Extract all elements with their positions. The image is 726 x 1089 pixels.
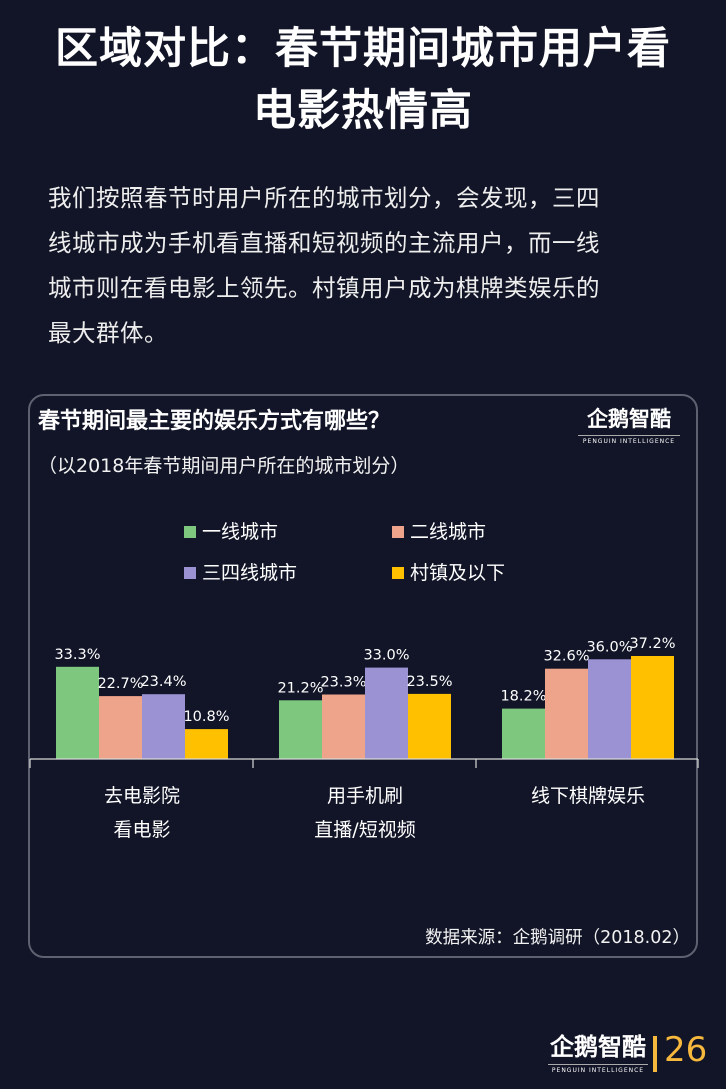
- bar-4-1: [185, 729, 228, 759]
- category-label: 用手机刷: [327, 785, 403, 807]
- page-title-line-2: 电影热情高: [253, 86, 473, 136]
- page-title-line-1: 区域对比：春节期间城市用户看: [55, 24, 671, 74]
- bar-2-2: [322, 694, 365, 759]
- data-label: 23.3%: [320, 675, 366, 691]
- category-label: 看电影: [113, 819, 170, 841]
- data-label: 32.6%: [543, 649, 589, 665]
- legend-item-tier1: 一线城市: [184, 517, 278, 544]
- logo-english: PENGUIN INTELLIGENCE: [578, 435, 680, 445]
- intro-line: 线城市成为手机看直播和短视频的主流用户，而一线: [48, 229, 600, 257]
- legend-item-tier2: 二线城市: [392, 517, 486, 544]
- footer-logo: 企鹅智酷 PENGUIN INTELLIGENCE: [548, 1032, 648, 1074]
- category-label: 去电影院: [104, 785, 180, 807]
- data-label: 23.5%: [406, 674, 452, 690]
- bar-3-3: [588, 659, 631, 759]
- bar-2-1: [99, 696, 142, 759]
- legend-swatch: [184, 567, 196, 579]
- logo-name: 企鹅智酷: [587, 407, 671, 431]
- category-label: 线下棋牌娱乐: [531, 785, 645, 807]
- page-number: 26: [664, 1030, 708, 1070]
- legend-label: 二线城市: [410, 521, 487, 543]
- legend-label: 一线城市: [202, 521, 279, 543]
- bar-2-3: [545, 668, 588, 759]
- data-label: 10.8%: [183, 709, 229, 725]
- category-label: 直播/短视频: [314, 819, 415, 841]
- legend-swatch: [392, 526, 404, 538]
- bar-3-1: [142, 694, 185, 759]
- data-label: 36.0%: [586, 639, 632, 655]
- bar-4-2: [408, 693, 451, 759]
- bar-3-2: [365, 667, 408, 759]
- data-label: 37.2%: [629, 636, 675, 652]
- bar-1-1: [56, 666, 99, 759]
- data-label: 22.7%: [97, 676, 143, 692]
- bar-1-2: [279, 700, 322, 759]
- chart-panel: [28, 394, 698, 958]
- footer-logo-name: 企鹅智酷: [550, 1033, 646, 1061]
- legend-swatch: [184, 526, 196, 538]
- legend-label: 村镇及以下: [410, 562, 506, 584]
- chart-title: 春节期间最主要的娱乐方式有哪些？: [38, 409, 391, 434]
- page-title: 区域对比：春节期间城市用户看 电影热情高: [0, 18, 726, 142]
- chart-subtitle: （以2018年春节期间用户所在的城市划分）: [38, 455, 410, 477]
- legend-item-tier3-4: 三四线城市: [184, 558, 297, 585]
- bar-1-3: [502, 708, 545, 759]
- data-label: 33.0%: [363, 648, 409, 664]
- data-source: 数据来源：企鹅调研（2018.02）: [425, 928, 690, 948]
- footer-logo-english: PENGUIN INTELLIGENCE: [548, 1064, 648, 1074]
- intro-line: 我们按照春节时用户所在的城市划分，会发现，三四: [48, 184, 600, 212]
- data-label: 21.2%: [277, 680, 323, 696]
- footer-divider: [653, 1036, 657, 1072]
- data-label: 18.2%: [500, 689, 546, 705]
- data-label: 23.4%: [140, 674, 186, 690]
- legend-label: 三四线城市: [202, 562, 298, 584]
- data-label: 33.3%: [54, 647, 100, 663]
- intro-line: 最大群体。: [48, 319, 168, 347]
- legend-swatch: [392, 567, 404, 579]
- intro-line: 城市则在看电影上领先。村镇用户成为棋牌类娱乐的: [48, 274, 600, 302]
- intro-paragraph: 我们按照春节时用户所在的城市划分，会发现，三四 线城市成为手机看直播和短视频的主…: [48, 176, 688, 356]
- bar-4-3: [631, 656, 674, 759]
- legend-item-towns: 村镇及以下: [392, 558, 505, 585]
- chart-logo: 企鹅智酷 PENGUIN INTELLIGENCE: [578, 406, 680, 445]
